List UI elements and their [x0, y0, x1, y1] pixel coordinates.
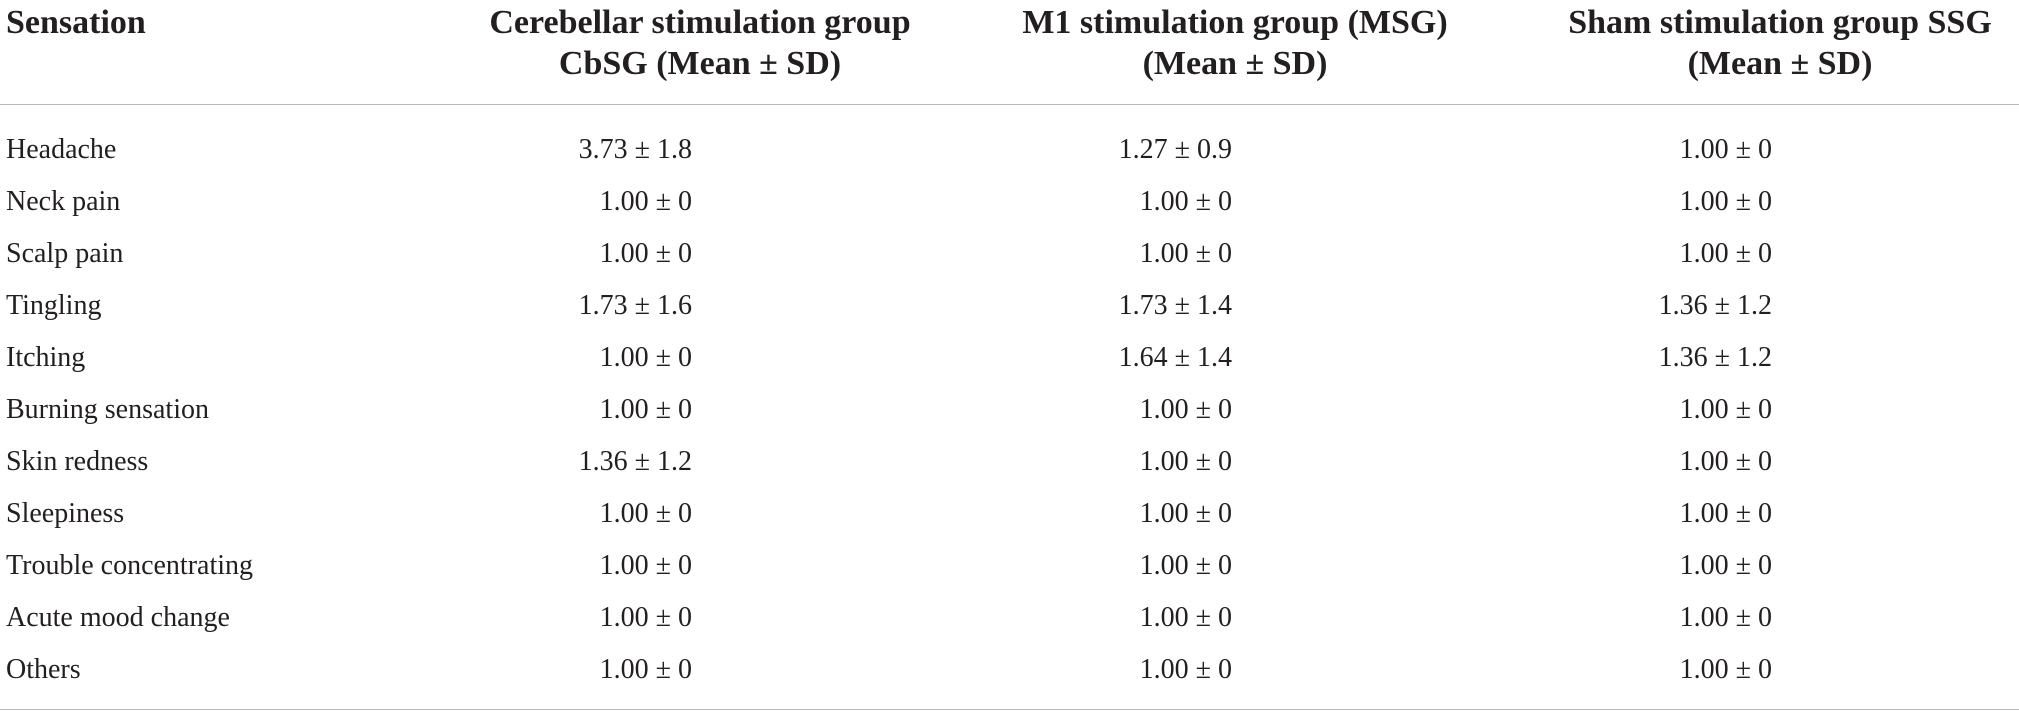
table-row: Burning sensation 1.00 ± 0 1.00 ± 0 1.00… [0, 384, 2019, 436]
cell-ssg: 1.00 ± 0 [1679, 602, 1772, 633]
cell-msg: 1.64 ± 1.4 [1118, 342, 1232, 373]
cell-msg: 1.00 ± 0 [1139, 446, 1232, 477]
cell-msg: 1.00 ± 0 [1139, 498, 1232, 529]
cell-sensation: Others [6, 654, 81, 685]
cell-ssg: 1.00 ± 0 [1679, 446, 1772, 477]
header-cbsg-line1: Cerebellar stimulation group [489, 4, 911, 41]
header-ssg-line2: (Mean ± SD) [1687, 45, 1873, 82]
header-sensation-label: Sensation [6, 4, 146, 41]
cell-msg: 1.00 ± 0 [1139, 394, 1232, 425]
header-msg: M1 stimulation group (MSG) (Mean ± SD) [1000, 2, 1470, 84]
cell-sensation: Tingling [6, 290, 102, 321]
table-row: Scalp pain 1.00 ± 0 1.00 ± 0 1.00 ± 0 [0, 228, 2019, 280]
header-ssg-line1: Sham stimulation group SSG [1568, 4, 1992, 41]
cell-ssg: 1.00 ± 0 [1679, 498, 1772, 529]
cell-ssg: 1.00 ± 0 [1679, 654, 1772, 685]
table-row: Sleepiness 1.00 ± 0 1.00 ± 0 1.00 ± 0 [0, 488, 2019, 540]
cell-msg: 1.00 ± 0 [1139, 186, 1232, 217]
cell-cbsg: 1.00 ± 0 [599, 342, 692, 373]
cell-sensation: Burning sensation [6, 394, 209, 425]
header-sensation: Sensation [6, 2, 146, 43]
table-row: Tingling 1.73 ± 1.6 1.73 ± 1.4 1.36 ± 1.… [0, 280, 2019, 332]
header-cbsg-line2: CbSG (Mean ± SD) [558, 45, 842, 82]
cell-sensation: Itching [6, 342, 86, 373]
cell-cbsg: 1.00 ± 0 [599, 602, 692, 633]
cell-ssg: 1.00 ± 0 [1679, 186, 1772, 217]
cell-sensation: Skin redness [6, 446, 149, 477]
cell-ssg: 1.36 ± 1.2 [1658, 290, 1772, 321]
cell-sensation: Acute mood change [6, 602, 230, 633]
cell-sensation: Neck pain [6, 186, 121, 217]
cell-ssg: 1.00 ± 0 [1679, 550, 1772, 581]
cell-msg: 1.00 ± 0 [1139, 238, 1232, 269]
cell-ssg: 1.36 ± 1.2 [1658, 342, 1772, 373]
cell-msg: 1.00 ± 0 [1139, 602, 1232, 633]
header-ssg: Sham stimulation group SSG (Mean ± SD) [1545, 2, 2015, 84]
cell-sensation: Sleepiness [6, 498, 125, 529]
cell-cbsg: 3.73 ± 1.8 [578, 134, 692, 165]
table-row: Headache 3.73 ± 1.8 1.27 ± 0.9 1.00 ± 0 [0, 124, 2019, 176]
cell-sensation: Trouble concentrating [6, 550, 254, 581]
table-row: Neck pain 1.00 ± 0 1.00 ± 0 1.00 ± 0 [0, 176, 2019, 228]
header-msg-line1: M1 stimulation group (MSG) [1022, 4, 1448, 41]
cell-ssg: 1.00 ± 0 [1679, 238, 1772, 269]
cell-cbsg: 1.73 ± 1.6 [578, 290, 692, 321]
header-cbsg: Cerebellar stimulation group CbSG (Mean … [465, 2, 935, 84]
cell-cbsg: 1.36 ± 1.2 [578, 446, 692, 477]
cell-msg: 1.00 ± 0 [1139, 550, 1232, 581]
table-row: Others 1.00 ± 0 1.00 ± 0 1.00 ± 0 [0, 644, 2019, 696]
header-divider [0, 104, 2019, 105]
header-msg-line2: (Mean ± SD) [1142, 45, 1328, 82]
cell-cbsg: 1.00 ± 0 [599, 654, 692, 685]
table-row: Skin redness 1.36 ± 1.2 1.00 ± 0 1.00 ± … [0, 436, 2019, 488]
cell-ssg: 1.00 ± 0 [1679, 134, 1772, 165]
table-body: Headache 3.73 ± 1.8 1.27 ± 0.9 1.00 ± 0 … [0, 124, 2019, 696]
cell-ssg: 1.00 ± 0 [1679, 394, 1772, 425]
table-row: Acute mood change 1.00 ± 0 1.00 ± 0 1.00… [0, 592, 2019, 644]
cell-cbsg: 1.00 ± 0 [599, 394, 692, 425]
cell-sensation: Headache [6, 134, 117, 165]
cell-msg: 1.73 ± 1.4 [1118, 290, 1232, 321]
table-row: Itching 1.00 ± 0 1.64 ± 1.4 1.36 ± 1.2 [0, 332, 2019, 384]
cell-cbsg: 1.00 ± 0 [599, 238, 692, 269]
cell-cbsg: 1.00 ± 0 [599, 550, 692, 581]
table-bottom-rule [0, 709, 2019, 710]
table-header: Sensation Cerebellar stimulation group C… [0, 0, 2019, 104]
cell-msg: 1.00 ± 0 [1139, 654, 1232, 685]
table-row: Trouble concentrating 1.00 ± 0 1.00 ± 0 … [0, 540, 2019, 592]
cell-sensation: Scalp pain [6, 238, 124, 269]
cell-cbsg: 1.00 ± 0 [599, 498, 692, 529]
cell-msg: 1.27 ± 0.9 [1118, 134, 1232, 165]
cell-cbsg: 1.00 ± 0 [599, 186, 692, 217]
